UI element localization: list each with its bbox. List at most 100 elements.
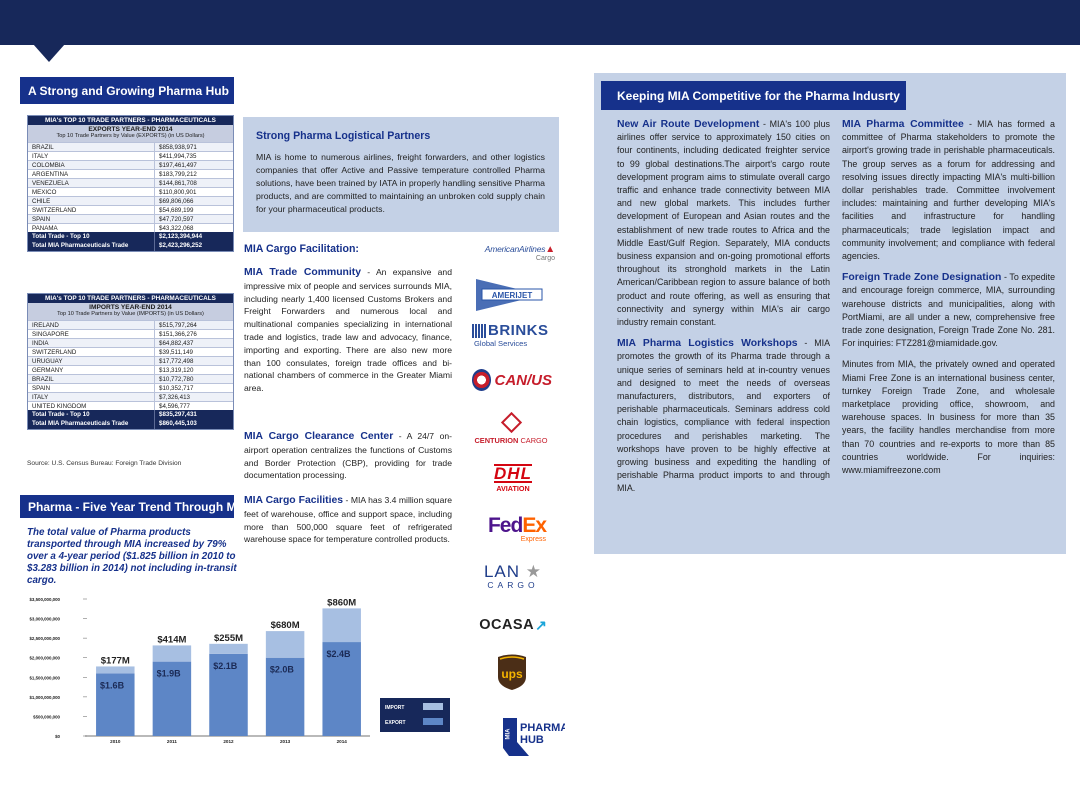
ftz-head: Foreign Trade Zone Designation [842,272,1002,284]
logistics-box: Strong Pharma Logistical Partners MIA is… [243,117,559,232]
value-cell: $110,800,901 [159,188,197,196]
y-tick-label: $0 [55,734,60,739]
import-bar [265,631,305,658]
route-development-head: New Air Route Development [617,119,760,130]
centurion-cube-icon [500,411,522,434]
value-cell: $69,806,066 [159,197,194,205]
ocasa-name: OCASA [479,617,535,633]
import-value-label: $680M [271,620,300,631]
clearance-center-head: MIA Cargo Clearance Center [244,431,394,442]
exports-row: Brazil $858,938,971 [28,141,233,151]
exports-row: Spain $47,720,597 [28,213,233,223]
exports-subtitle2: Top 10 Trade Partners by Value (EXPORTS)… [56,133,205,140]
country-cell: Colombia [28,160,155,169]
brinks-name: BRINKS [488,322,549,339]
exports-row: Panama $43,322,068 [28,222,233,232]
value-cell: $144,861,708 [159,179,197,187]
total-value: $835,297,431 [159,410,197,418]
value-cell: $197,461,497 [159,161,197,169]
competitive-section-title: Keeping MIA Competitive for the Pharma I… [601,81,906,110]
dhl-sub: AVIATION [496,483,530,493]
route-development-paragraph: New Air Route Development - MIA's 100 pl… [617,118,830,329]
imports-total-row: Total Trade - Top 10 $835,297,431 [28,409,233,420]
competitive-right-column: MIA Pharma Committee - MIA has formed a … [842,118,1055,485]
banner-notch [33,44,65,62]
value-cell: $7,326,413 [159,393,190,401]
canus-logo: CAN/US [472,360,552,400]
legend-export-label: EXPORT [385,720,406,726]
imports-row: Singapore $151,366,276 [28,328,233,338]
lan-cargo-logo: LAN ★ CARGO [478,558,548,594]
country-cell: Italy [28,151,155,160]
workshops-paragraph: MIA Pharma Logistics Workshops - MIA pro… [617,337,830,495]
country-cell: Spain [28,383,155,392]
exports-total-row: Total Trade - Top 10 $2,123,394,944 [28,231,233,242]
pharma-committee-head: MIA Pharma Committee [842,119,964,130]
country-cell: India [28,338,155,347]
imports-total-row: Total MIA Pharmaceuticals Trade $860,445,… [28,419,233,429]
trend-chart: $0 $500,000,000 $1,000,000,000 $1,500,000,0… [29,597,450,744]
exports-row: Venezuela $144,861,708 [28,177,233,187]
imports-row: Italy $7,326,413 [28,391,233,401]
import-bar [209,643,248,654]
pharma-committee-body: - MIA has formed a committee of Pharma s… [842,119,1055,262]
exports-row: Chile $69,806,066 [28,195,233,205]
value-cell: $183,799,212 [159,170,197,178]
import-bar [96,666,135,674]
exports-row: Mexico $110,800,901 [28,186,233,196]
imports-table: MIA's TOP 10 TRADE PARTNERS - PHARMACEUT… [27,293,234,430]
export-value-label: $2.0B [270,665,295,675]
ups-logo: ups [496,653,528,691]
total-value: $2,423,296,252 [159,242,203,250]
cargo-facilities-paragraph: MIA Cargo Facilities - MIA has 3.4 milli… [244,494,452,546]
american-airlines-name: AmericanAirlines [484,244,546,254]
y-tick-label: $1,500,000,000 [29,675,60,680]
y-tick-label: $3,000,000,000 [29,617,60,622]
competitive-panel [594,73,1066,554]
logistics-body: MIA is home to numerous airlines, freigh… [256,152,545,214]
value-cell: $39,511,149 [159,348,193,356]
ocasa-logo: OCASA ↗ [478,614,548,636]
export-bar [209,653,248,736]
workshops-body: - MIA promotes the growth of its Pharma … [617,338,830,494]
export-bar [265,657,305,736]
dhl-name: DHL [494,463,532,483]
top-banner [0,0,1080,45]
y-tick-label: $2,500,000,000 [29,636,60,641]
route-development-body: - MIA's 100 plus airlines offer service … [617,119,830,328]
exports-subtitle: EXPORTS YEAR-END 2014 [88,126,173,133]
source-note: Source: U.S. Census Bureau: Foreign Trad… [27,460,182,467]
value-cell: $47,720,597 [159,215,194,223]
country-cell: Switzerland [28,347,155,356]
value-cell: $4,596,777 [159,402,190,410]
x-tick-label: 2014 [337,739,348,744]
value-cell: $64,882,437 [159,339,194,347]
x-tick-label: 2012 [223,739,234,744]
facilitation-title: MIA Cargo Facilitation: [244,243,359,255]
y-tick-label: $2,000,000,000 [29,656,60,661]
value-cell: $54,689,199 [159,206,194,214]
logistics-title: Strong Pharma Logistical Partners [256,130,431,142]
legend-import-label: IMPORT [385,705,404,711]
imports-subtitle: IMPORTS YEAR-END 2014 [89,304,172,311]
centurion-sub: CARGO [520,436,548,445]
trade-community-body: - An expansive and impressive mix of peo… [244,267,452,394]
country-cell: Spain [28,214,155,223]
export-value-label: $1.9B [157,669,182,679]
imports-row: Spain $10,352,717 [28,382,233,392]
x-tick-label: 2011 [167,739,177,744]
y-tick-label: $500,000,000 [33,714,60,719]
pharma-committee-paragraph: MIA Pharma Committee - MIA has formed a … [842,118,1055,263]
value-cell: $43,322,068 [159,224,194,232]
total-label: Total MIA Pharmaceuticals Trade [28,419,155,429]
lan-name: LAN [483,561,521,581]
legend-export-swatch [423,718,443,725]
total-label: Total Trade - Top 10 [28,231,155,242]
country-cell: United Kingdom [28,401,155,410]
fedex-fed: Fed [487,513,523,537]
imports-table-subtitle: IMPORTS YEAR-END 2014 Top 10 Trade Partn… [28,303,233,320]
imports-row: Switzerland $39,511,149 [28,346,233,356]
export-value-label: $2.4B [326,649,351,659]
clearance-center-paragraph: MIA Cargo Clearance Center - A 24/7 on-a… [244,430,452,482]
x-tick-label: 2013 [280,739,291,744]
